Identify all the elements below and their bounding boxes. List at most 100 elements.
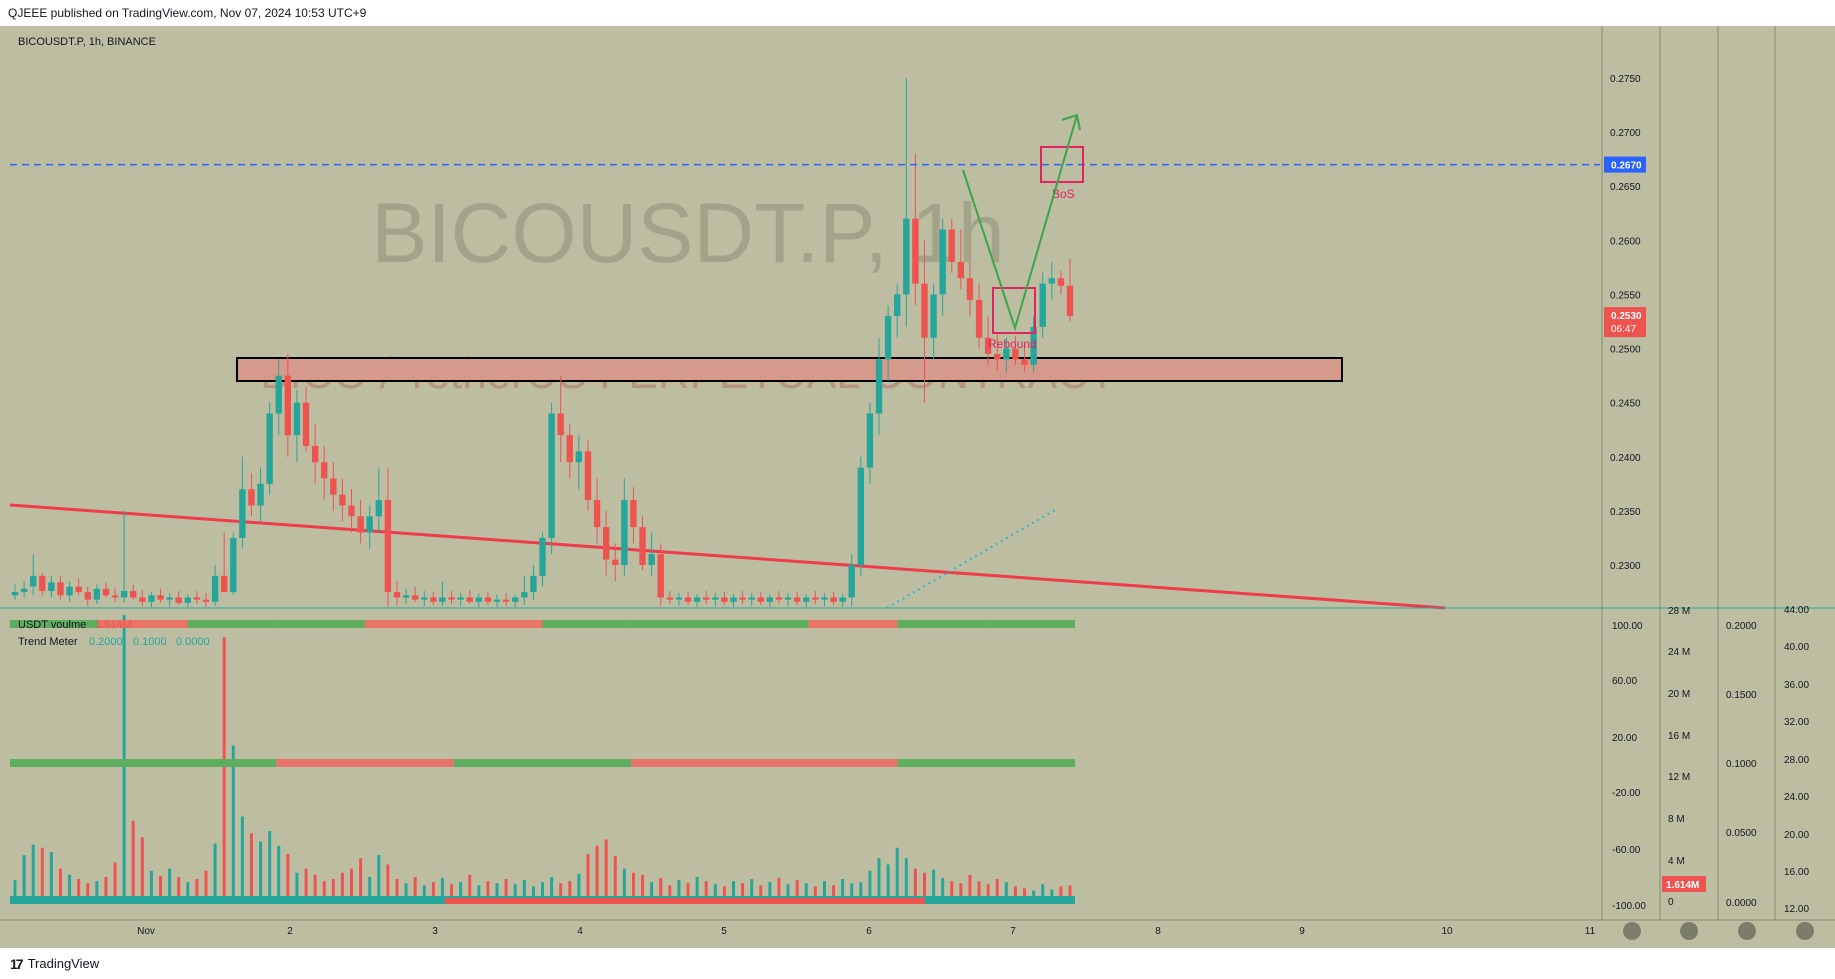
candle-body <box>448 597 455 600</box>
volume-bar <box>195 879 199 902</box>
trend-strip-top-segment <box>808 620 898 628</box>
oscillator-tick-label: 20.00 <box>1612 733 1637 744</box>
volume-bar <box>531 886 535 902</box>
candle-body <box>793 597 801 602</box>
plot-background <box>0 26 1835 948</box>
trend-strip-mid-segment <box>542 759 632 767</box>
volume-bar <box>777 878 781 902</box>
volume-bar <box>622 868 626 902</box>
volume-bar <box>1050 889 1054 902</box>
price-tick-label: 0.2450 <box>1610 399 1641 410</box>
volume-bar <box>140 837 144 902</box>
tradingview-logo[interactable]: 17 TradingView <box>10 956 99 972</box>
candle-body <box>202 599 210 602</box>
volume-bar <box>877 858 881 902</box>
trend-strip-top-segment <box>98 620 188 628</box>
candle-body <box>948 229 955 262</box>
volume-value-badge <box>1662 876 1706 892</box>
candle-body <box>311 445 319 463</box>
volume-bar <box>431 882 435 902</box>
price-tick-label: 0.2700 <box>1610 128 1641 139</box>
candle-body <box>939 229 946 295</box>
volume-bar <box>868 870 872 902</box>
chart-canvas[interactable]: BICOUSDT.P, 1h BICO / TetherUS PERPETUAL… <box>0 26 1835 948</box>
volume-bar <box>386 864 390 902</box>
volume-bar <box>395 879 399 902</box>
price-tick-label: 0.2500 <box>1610 345 1641 356</box>
volume-bar <box>995 879 999 902</box>
watermark-symbol: BICOUSDT.P, 1h <box>371 186 1004 280</box>
candle-body <box>675 597 683 600</box>
candle-body <box>575 451 583 463</box>
candle-body <box>1048 278 1055 284</box>
tradingview-logo-icon: 17 <box>10 955 24 972</box>
price-tick-label: 0.2350 <box>1610 507 1641 518</box>
trend-scale-tick-label: 0.0000 <box>1726 898 1757 909</box>
candle-body <box>475 597 483 602</box>
volume-bar <box>850 883 854 902</box>
candle-body <box>648 554 655 565</box>
scale-settings-icon <box>1623 922 1641 940</box>
candle-body <box>48 582 55 591</box>
volume-bar <box>504 879 508 902</box>
level-price-badge <box>1604 156 1646 173</box>
trend-strip-mid-segment <box>453 759 543 767</box>
candle-body <box>184 597 191 603</box>
volume-bar <box>450 884 454 902</box>
trend-strip-top-segment <box>986 620 1075 628</box>
volume-bar <box>249 833 253 902</box>
resistance-zone-box <box>236 357 1343 382</box>
trend-strip-top-segment <box>187 620 277 628</box>
countdown-text: 06:47 <box>1611 324 1636 335</box>
candle-body <box>848 565 855 598</box>
volume-value-text: 1.614M <box>1666 880 1699 891</box>
time-tick-label: 2 <box>287 926 293 937</box>
candle-body <box>703 597 710 600</box>
candle-body <box>20 588 28 593</box>
candle-body <box>384 500 392 593</box>
volume-bar <box>268 831 272 902</box>
volume-bar <box>659 878 663 902</box>
volume-bar <box>859 882 863 902</box>
candle-body <box>11 592 19 596</box>
volume-bar <box>422 885 426 902</box>
candle-body <box>757 597 764 602</box>
trend-strip-mid-segment <box>187 759 277 767</box>
volume-bar <box>340 872 344 902</box>
candle-body <box>593 500 601 528</box>
price-tick-label: 0.2400 <box>1610 453 1641 464</box>
candle-body <box>1003 348 1010 360</box>
candle-body <box>302 402 310 446</box>
trend-strip-mid-segment <box>986 759 1075 767</box>
candle-body <box>566 435 573 463</box>
candle-body <box>166 597 173 600</box>
candle-body <box>557 413 564 436</box>
oscillator-tick-label: 60.00 <box>1612 676 1637 687</box>
volume-bar <box>822 881 826 902</box>
volume-tick-label: 28 M <box>1668 606 1690 617</box>
volume-bar <box>722 886 726 902</box>
far-right-tick-label: 12.00 <box>1784 904 1809 915</box>
candle-body <box>466 597 473 602</box>
candle-body <box>257 483 264 506</box>
volume-bar <box>77 879 81 902</box>
volume-bar <box>122 615 126 902</box>
volume-bar <box>331 879 335 902</box>
candle-body <box>530 575 537 593</box>
volume-bar <box>68 874 72 902</box>
volume-bar <box>58 868 62 902</box>
volume-bar <box>1013 886 1017 902</box>
volume-bar <box>832 885 836 902</box>
candle-body <box>93 588 101 600</box>
volume-bar <box>13 880 17 902</box>
time-tick-label: 3 <box>432 926 438 937</box>
rebound-box <box>992 287 1036 334</box>
level-price-text: 0.2670 <box>1611 161 1642 172</box>
publish-line: QJEEE published on TradingView.com, Nov … <box>8 6 367 20</box>
candle-body <box>839 597 846 602</box>
rebound-label: Rebound <box>988 337 1037 351</box>
volume-bar <box>204 870 208 902</box>
candle-body <box>330 478 337 495</box>
candle-body <box>220 575 228 593</box>
trend-strip-mid-segment <box>631 759 720 767</box>
